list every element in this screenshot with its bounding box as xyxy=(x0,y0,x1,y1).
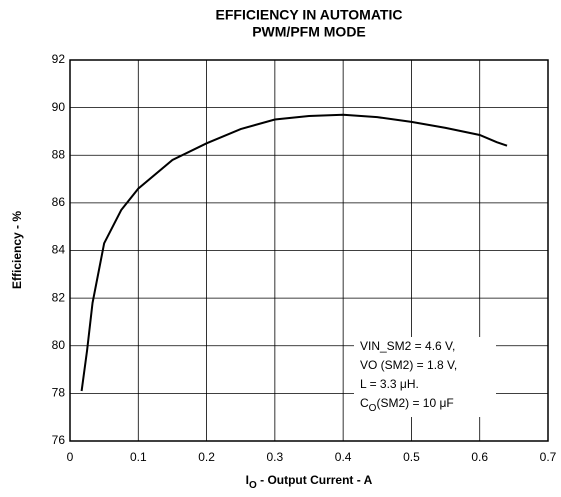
y-tick-label: 78 xyxy=(52,386,66,400)
x-axis-label-part: - Output Current - A xyxy=(257,473,373,487)
y-tick-label: 80 xyxy=(52,338,66,352)
y-tick-label: 92 xyxy=(52,52,66,66)
annotation-part: C xyxy=(360,396,369,410)
annotation-line: L = 3.3 μH. xyxy=(360,377,419,391)
data-line xyxy=(80,113,508,392)
x-axis-label-sub: O xyxy=(249,480,257,491)
x-axis-label: IO - Output Current - A xyxy=(246,473,373,490)
y-tick-label: 88 xyxy=(52,147,66,161)
x-tick-label: 0 xyxy=(67,450,74,464)
annotation-line: VIN_SM2 = 4.6 V, xyxy=(360,339,455,353)
x-tick-label: 0.7 xyxy=(540,450,557,464)
chart-title: PWM/PFM MODE xyxy=(252,24,366,40)
chart-title: EFFICIENCY IN AUTOMATIC xyxy=(216,7,403,23)
x-tick-label: 0.6 xyxy=(471,450,488,464)
x-tick-label: 0.5 xyxy=(403,450,420,464)
annotation-line: CO(SM2) = 10 μF xyxy=(360,396,454,413)
y-tick-label: 84 xyxy=(52,243,66,257)
y-tick-label: 86 xyxy=(52,195,66,209)
x-tick-label: 0.2 xyxy=(198,450,215,464)
annotation-box xyxy=(354,337,496,417)
annotation-sub: O xyxy=(369,403,377,414)
y-axis-label: Efficiency - % xyxy=(10,211,24,289)
y-tick-label: 76 xyxy=(52,433,66,447)
plot-frame xyxy=(69,59,549,442)
y-tick-label: 90 xyxy=(52,100,66,114)
annotation-line: VO (SM2) = 1.8 V, xyxy=(360,358,457,372)
x-tick-label: 0.3 xyxy=(267,450,284,464)
x-tick-label: 0.4 xyxy=(335,450,352,464)
x-axis-label-part: I xyxy=(246,473,249,487)
annotation-part: (SM2) = 10 μF xyxy=(376,396,453,410)
y-tick-label: 82 xyxy=(52,290,66,304)
x-tick-label: 0.1 xyxy=(130,450,147,464)
